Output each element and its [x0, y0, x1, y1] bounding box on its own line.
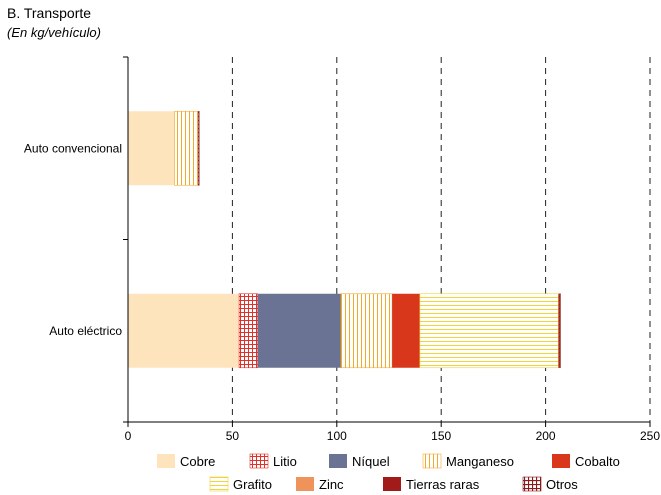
- category-label-auto-convencional: Auto convencional: [24, 141, 122, 155]
- category-labels: Auto convencional Auto eléctrico: [24, 141, 122, 338]
- x-tick-label-100: 100: [327, 429, 347, 443]
- legend-label-cobre: Cobre: [180, 454, 215, 469]
- legend-swatch-niquel: [329, 454, 347, 468]
- legend-swatch-zinc: [296, 477, 314, 491]
- bars: [128, 111, 560, 368]
- chart-subtitle: (En kg/vehículo): [7, 25, 101, 40]
- legend-label-otros: Otros: [546, 477, 578, 492]
- legend-label-grafito: Grafito: [233, 477, 272, 492]
- x-tick-label-150: 150: [431, 429, 451, 443]
- x-tick-label-250: 250: [640, 429, 660, 443]
- legend-label-litio: Litio: [273, 454, 297, 469]
- legend-item-manganeso: Manganeso: [423, 454, 514, 469]
- bar-auto-electrico-litio: [239, 294, 258, 368]
- legend-item-tierras-raras: Tierras raras: [383, 477, 480, 492]
- bar-auto-electrico-otros: [560, 294, 561, 368]
- legend-item-zinc: Zinc: [296, 477, 344, 492]
- x-tick-label-0: 0: [125, 429, 132, 443]
- legend-swatch-manganeso: [423, 454, 441, 468]
- bar-auto-convencional-manganeso: [175, 111, 198, 185]
- legend-item-otros: Otros: [523, 477, 578, 492]
- legend-swatch-cobalto: [552, 454, 570, 468]
- legend-item-niquel: Níquel: [329, 454, 390, 469]
- bar-auto-convencional-cobre: [128, 111, 175, 185]
- legend-item-litio: Litio: [250, 454, 297, 469]
- bar-auto-convencional-otros: [198, 111, 199, 185]
- legend: Cobre Litio Níquel Manganeso Cobalto Grafito Z…: [157, 454, 620, 492]
- bar-auto-electrico-niquel: [258, 294, 341, 368]
- bar-auto-electrico-manganeso: [341, 294, 392, 368]
- legend-label-tierras-raras: Tierras raras: [406, 477, 480, 492]
- legend-label-cobalto: Cobalto: [575, 454, 620, 469]
- legend-item-grafito: Grafito: [210, 477, 272, 492]
- legend-swatch-litio: [250, 454, 268, 468]
- legend-swatch-tierras-raras: [383, 477, 401, 491]
- x-tick-label-200: 200: [536, 429, 556, 443]
- legend-swatch-otros: [523, 477, 541, 491]
- legend-swatch-cobre: [157, 454, 175, 468]
- legend-label-zinc: Zinc: [319, 477, 344, 492]
- bar-auto-electrico-grafito: [420, 294, 558, 368]
- legend-swatch-grafito: [210, 477, 228, 491]
- x-tick-label-50: 50: [226, 429, 240, 443]
- legend-label-niquel: Níquel: [352, 454, 390, 469]
- legend-item-cobre: Cobre: [157, 454, 215, 469]
- legend-item-cobalto: Cobalto: [552, 454, 620, 469]
- axes: [123, 57, 650, 427]
- chart-title: B. Transporte: [7, 5, 91, 21]
- x-tick-labels: 0 50 100 150 200 250: [125, 429, 661, 443]
- category-label-auto-electrico: Auto eléctrico: [49, 324, 122, 338]
- bar-auto-electrico-cobre: [128, 294, 239, 368]
- bar-auto-electrico-cobalto: [392, 294, 420, 368]
- legend-label-manganeso: Manganeso: [446, 454, 514, 469]
